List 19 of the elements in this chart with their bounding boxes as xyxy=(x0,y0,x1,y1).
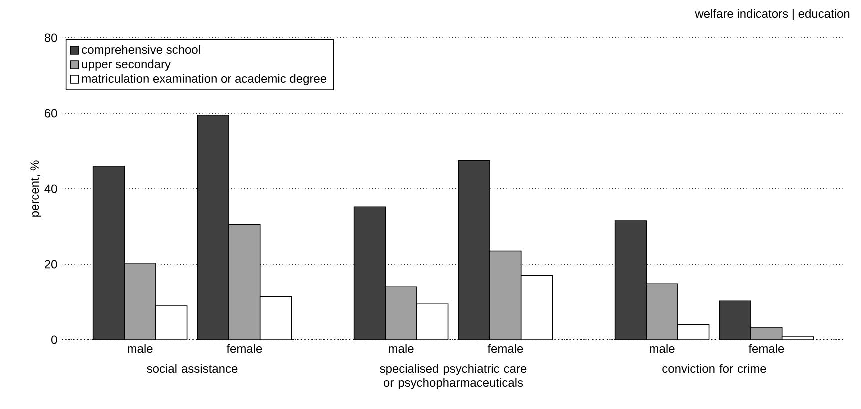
y-tick-label: 40 xyxy=(44,184,58,194)
x-tick-label: female xyxy=(226,344,262,354)
text: conviction for crime xyxy=(662,364,766,374)
y-tick-label: 0 xyxy=(52,336,58,344)
chart-title: welfare indicators | education xyxy=(695,9,850,20)
text: specialised psychiatric care or psychopharmaceuticals xyxy=(380,364,527,390)
legend-label: matriculation examination or academic degree xyxy=(82,74,327,86)
y-tick-label: 60 xyxy=(45,109,58,118)
x-tick-label: female xyxy=(748,344,784,354)
x-tick-label: male xyxy=(389,344,414,354)
y-axis-title: percent, % xyxy=(30,160,42,217)
legend-label: comprehensive school xyxy=(82,45,200,56)
y-tick-label: 80 xyxy=(44,34,58,42)
text: social assistance xyxy=(147,364,238,374)
x-tick-label: female xyxy=(488,344,524,354)
legend-label: upper secondary xyxy=(82,60,171,71)
x-tick-label: male xyxy=(650,344,675,354)
x-tick-label: male xyxy=(128,344,153,354)
y-tick-label: 20 xyxy=(45,260,58,269)
